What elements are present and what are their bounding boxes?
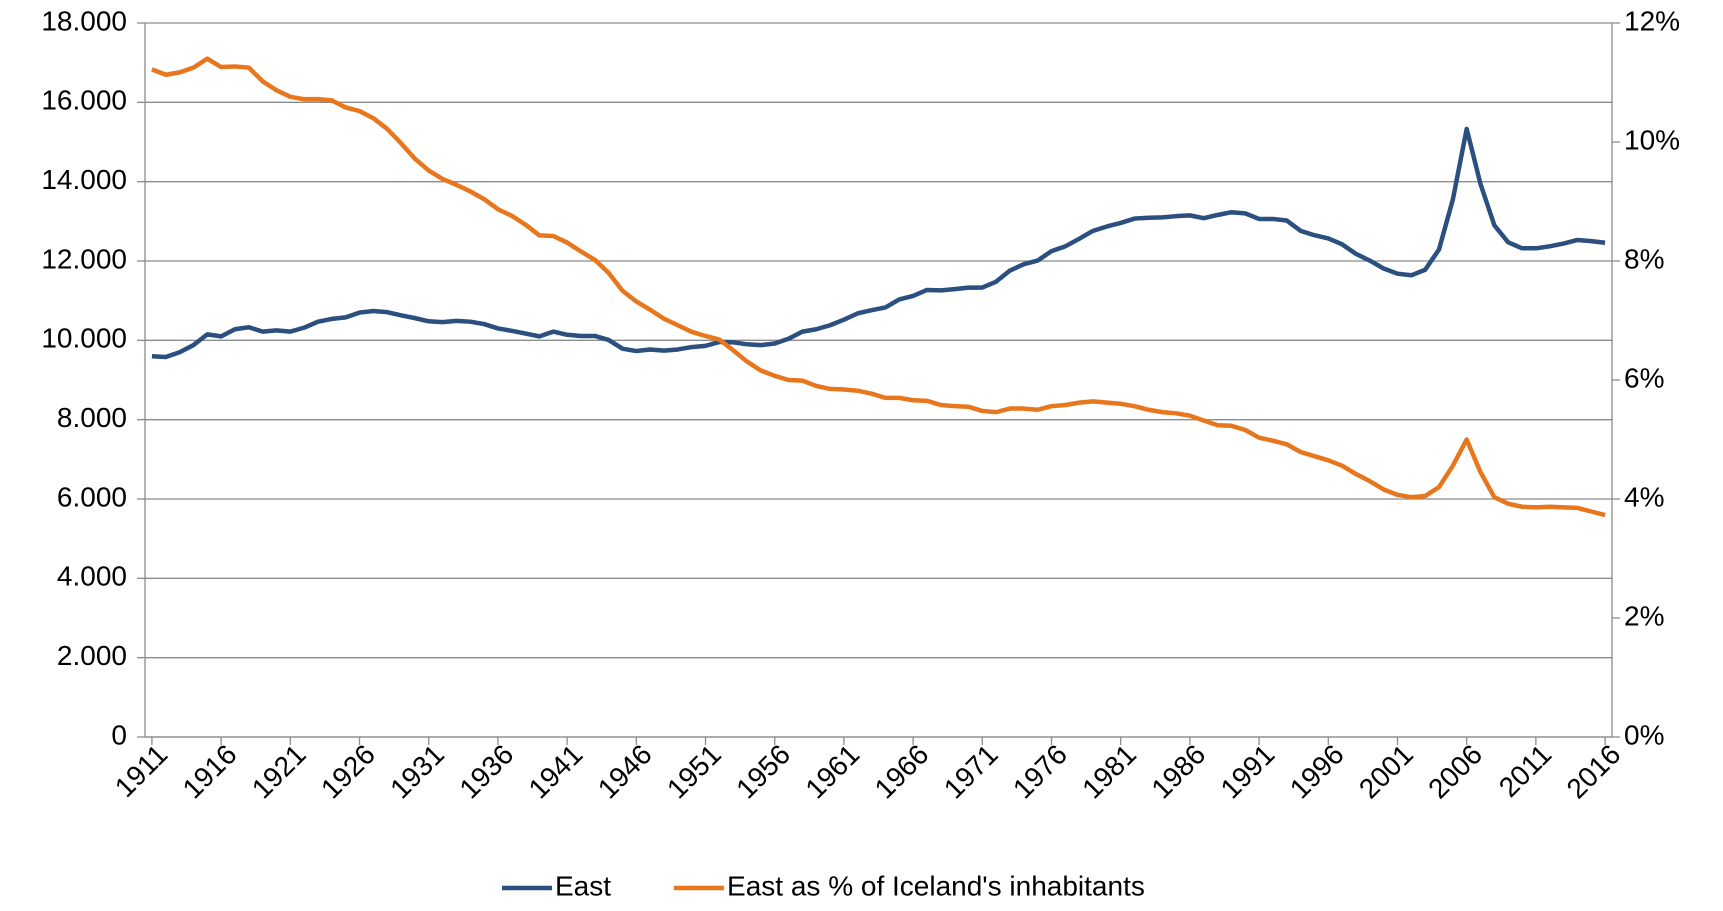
x-tick-label: 2006	[1422, 739, 1488, 805]
y-tick-label: 14.000	[41, 164, 127, 195]
y-tick-label: 4.000	[57, 561, 127, 592]
x-tick-label: 1936	[453, 739, 519, 805]
x-tick-label: 1981	[1076, 739, 1142, 805]
y-tick-label: 0	[111, 719, 127, 750]
data-line	[151, 126, 1606, 360]
x-tick-label: 1971	[938, 739, 1004, 805]
y-tick-label: 18.000	[41, 5, 127, 36]
x-tick-label: 1941	[523, 739, 589, 805]
x-tick-label: 1991	[1215, 739, 1281, 805]
y2-tick-label: 6%	[1624, 362, 1664, 393]
legend-label: East as % of Iceland's inhabitants	[727, 870, 1145, 901]
y2-tick-label: 12%	[1624, 5, 1680, 36]
x-tick-label: 1916	[177, 739, 243, 805]
x-tick-label: 2016	[1561, 739, 1627, 805]
y-tick-label: 8.000	[57, 402, 127, 433]
y2-tick-label: 10%	[1624, 124, 1680, 155]
y2-tick-label: 8%	[1624, 243, 1664, 274]
y-tick-label: 12.000	[41, 243, 127, 274]
y2-tick-label: 4%	[1624, 481, 1664, 512]
y2-tick-label: 0%	[1624, 719, 1664, 750]
y-tick-label: 2.000	[57, 640, 127, 671]
x-tick-label: 2011	[1493, 739, 1558, 804]
x-tick-label: 1996	[1284, 739, 1350, 805]
y2-tick-label: 2%	[1624, 600, 1664, 631]
y-tick-label: 16.000	[41, 85, 127, 116]
x-tick-label: 1986	[1145, 739, 1211, 805]
x-tick-label: 1961	[799, 739, 865, 805]
y-tick-label: 6.000	[57, 481, 127, 512]
x-tick-label: 1921	[246, 739, 312, 805]
data-line	[151, 56, 1606, 518]
legend-label: East	[555, 870, 611, 901]
x-tick-label: 2001	[1353, 739, 1419, 805]
x-tick-label: 1926	[315, 739, 381, 805]
y-tick-label: 10.000	[41, 323, 127, 354]
x-tick-label: 1966	[869, 739, 935, 805]
x-tick-label: 1956	[730, 739, 796, 805]
x-tick-label: 1931	[384, 739, 450, 805]
x-tick-label: 1951	[661, 739, 727, 805]
x-tick-label: 1976	[1007, 739, 1073, 805]
x-tick-label: 1946	[592, 739, 658, 805]
